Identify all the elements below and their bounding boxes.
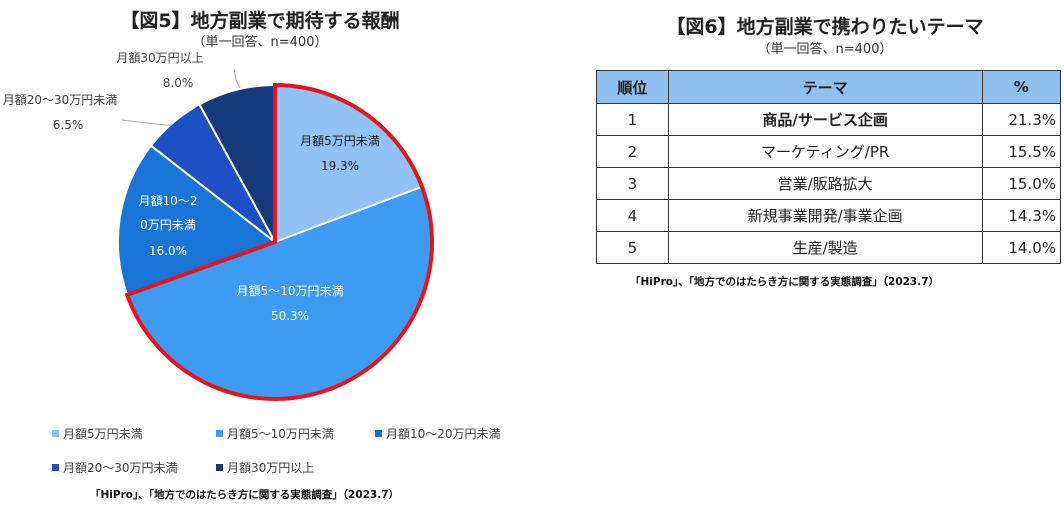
legend-swatch — [375, 430, 382, 437]
header-rank: 順位 — [596, 70, 669, 104]
legend-swatch — [216, 464, 223, 471]
legend-label: 月額30万円以上 — [227, 461, 315, 475]
fig6-subtitle: （単一回答、n=400） — [757, 42, 893, 57]
rank-cell: 2 — [596, 135, 669, 168]
rank-cell: 5 — [596, 231, 669, 264]
theme-cell: 商品/サービス企画 — [667, 103, 983, 136]
slice-value-label: 6.5% — [53, 118, 84, 132]
legend-swatch — [216, 430, 223, 437]
pie-slice-2 — [117, 144, 278, 297]
slice-labels: 月額5万円未満 19.3% 月額5〜10万円未満 50.3% 月額10〜2 0万円未満 16… — [3, 51, 380, 323]
theme-cell: 新規事業開発/事業企画 — [667, 199, 983, 232]
rank-cell: 3 — [596, 167, 669, 200]
slice-value-label: 8.0% — [163, 76, 194, 90]
pct-cell: 14.3% — [981, 199, 1062, 232]
rank-cell: 4 — [596, 199, 669, 232]
legend-item: 月額5万円未満 — [52, 425, 143, 442]
legend-item: 月額30万円以上 — [216, 459, 314, 476]
table-row: 2 マーケティング/PR 15.5% — [596, 135, 1062, 168]
highlight-outline — [124, 82, 434, 401]
fig6-title: 【図6】地方副業で携わりたいテーマ — [666, 16, 984, 38]
pct-cell: 21.3% — [981, 103, 1062, 136]
slice-category-label: 月額10〜2 — [139, 194, 198, 208]
legend-swatch — [52, 430, 59, 437]
header-theme: テーマ — [667, 70, 983, 104]
legend-item: 月額5〜10万円未満 — [216, 425, 334, 442]
pie-slices — [117, 83, 433, 400]
pct-cell: 15.5% — [981, 135, 1062, 168]
slice-category-label: 月額5〜10万円未満 — [237, 284, 344, 298]
pct-cell: 14.0% — [981, 231, 1062, 264]
legend-label: 月額5万円未満 — [63, 427, 143, 441]
header-pct: % — [981, 70, 1062, 104]
table-row: 4 新規事業開発/事業企画 14.3% — [596, 199, 1062, 232]
fig5-subtitle: （単一回答、n=400） — [192, 35, 328, 50]
pie-highlight-outline — [124, 82, 434, 401]
legend-item: 月額10〜20万円未満 — [375, 425, 501, 442]
table-row: 1 商品/サービス企画 21.3% — [596, 103, 1062, 136]
legend-item: 月額20〜30万円未満 — [52, 459, 178, 476]
table-row: 3 営業/販路拡大 15.0% — [596, 167, 1062, 200]
legend-label: 月額5〜10万円未満 — [227, 427, 334, 441]
fig6-source: 「HiPro」、「地方でのはたらき方に関する実態調査」（2023.7） — [630, 276, 940, 288]
fig5-source: 「HiPro」、「地方でのはたらき方に関する実態調査」（2023.7） — [90, 489, 400, 501]
slice-value-label: 19.3% — [321, 159, 359, 173]
rank-cell: 1 — [596, 103, 669, 136]
slice-value-label: 16.0% — [149, 244, 187, 258]
table-header-row: 順位 テーマ % — [596, 70, 1062, 104]
legend-swatch — [52, 464, 59, 471]
fig5-pie-chart: 月額5万円未満 19.3% 月額5〜10万円未満 50.3% 月額10〜2 0万円未満 16… — [3, 51, 434, 401]
leader-line — [233, 68, 241, 89]
pct-cell: 15.0% — [981, 167, 1062, 200]
theme-cell: 営業/販路拡大 — [667, 167, 983, 200]
table-row: 5 生産/製造 14.0% — [596, 231, 1062, 264]
slice-category-label: 0万円未満 — [140, 218, 196, 232]
theme-cell: 生産/製造 — [667, 231, 983, 264]
theme-cell: マーケティング/PR — [667, 135, 983, 168]
leader-lines — [121, 68, 241, 126]
slice-category-label: 月額5万円未満 — [300, 134, 380, 148]
slice-value-label: 50.3% — [271, 309, 309, 323]
leader-line — [121, 119, 172, 126]
slice-category-label: 月額30万円以上 — [116, 51, 203, 65]
slice-category-label: 月額20〜30万円未満 — [3, 93, 118, 107]
fig5-title: 【図5】地方副業で期待する報酬 — [120, 10, 400, 32]
legend-label: 月額20〜30万円未満 — [63, 461, 178, 475]
fig6-ranking-table: 順位 テーマ % 1 商品/サービス企画 21.3% 2 マーケティング/PR … — [596, 70, 1062, 264]
legend-label: 月額10〜20万円未満 — [386, 427, 501, 441]
